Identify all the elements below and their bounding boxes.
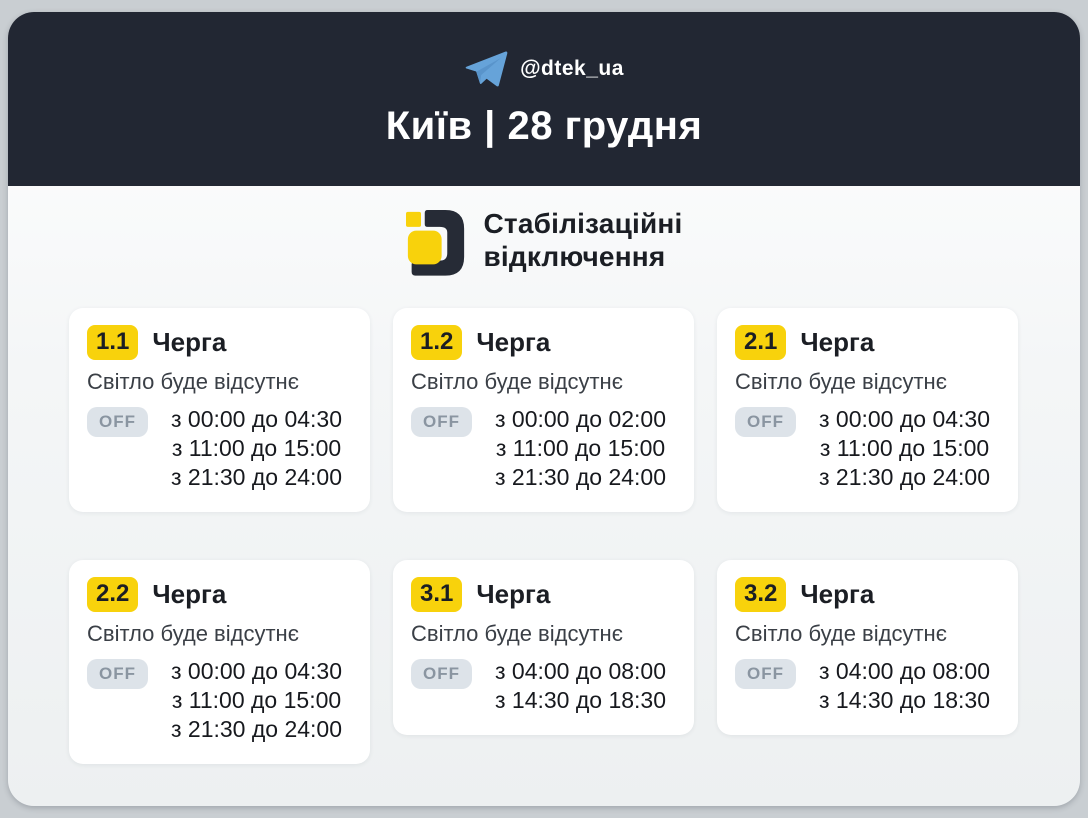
telegram-plane-icon <box>465 50 508 86</box>
queue-number-badge: 1.2 <box>411 325 463 360</box>
queue-title: Черга <box>152 327 227 357</box>
header: @dtek_ua Київ | 28 грудня <box>8 12 1080 186</box>
queue-grid: 1.1 Черга Світло буде відсутнє OFF з 00:… <box>69 308 1019 764</box>
content: Стабілізаційні відключення 1.1 Черга Сві… <box>8 202 1080 764</box>
off-schedule-row: OFF з 00:00 до 02:00 з 11:00 до 15:00 з 21… <box>411 405 676 492</box>
time-range: з 04:00 до 08:00 <box>818 658 991 684</box>
off-schedule-row: OFF з 00:00 до 04:30 з 11:00 до 15:00 з 21… <box>735 405 1000 492</box>
time-range: з 04:00 до 08:00 <box>494 658 667 684</box>
channel-handle: @dtek_ua <box>520 56 624 80</box>
time-range: з 21:30 до 24:00 <box>494 464 667 490</box>
time-range: з 14:30 до 18:30 <box>818 687 991 713</box>
queue-title: Черга <box>476 327 551 357</box>
time-range: з 11:00 до 15:00 <box>495 435 666 461</box>
off-schedule-row: OFF з 04:00 до 08:00 з 14:30 до 18:30 <box>411 657 676 715</box>
off-schedule-row: OFF з 04:00 до 08:00 з 14:30 до 18:30 <box>735 657 1000 715</box>
off-schedule-row: OFF з 00:00 до 04:30 з 11:00 до 15:00 з 21… <box>87 405 352 492</box>
time-range: з 21:30 до 24:00 <box>818 464 991 490</box>
off-status-pill: OFF <box>87 407 148 437</box>
queue-title: Черга <box>800 579 875 609</box>
no-light-text: Світло буде відсутнє <box>87 621 299 646</box>
off-status-pill: OFF <box>87 659 148 689</box>
no-light-text: Світло буде відсутнє <box>735 369 947 394</box>
queue-card: 1.1 Черга Світло буде відсутнє OFF з 00:… <box>69 308 370 512</box>
time-range: з 00:00 до 04:30 <box>170 406 343 432</box>
queue-number-badge: 3.2 <box>735 577 787 612</box>
queue-card: 2.1 Черга Світло буде відсутнє OFF з 00:… <box>717 308 1018 512</box>
queue-card-header: 3.1 Черга <box>411 577 676 612</box>
page-title: Київ | 28 грудня <box>385 103 703 148</box>
time-range: з 00:00 до 02:00 <box>494 406 667 432</box>
time-range: з 14:30 до 18:30 <box>494 687 667 713</box>
times-list: з 00:00 до 04:30 з 11:00 до 15:00 з 21:30 … <box>161 657 352 744</box>
no-light-text: Світло буде відсутнє <box>411 369 623 394</box>
times-list: з 04:00 до 08:00 з 14:30 до 18:30 <box>485 657 676 715</box>
off-status-pill: OFF <box>735 659 796 689</box>
time-range: з 21:30 до 24:00 <box>170 716 343 742</box>
times-list: з 00:00 до 04:30 з 11:00 до 15:00 з 21:30 … <box>161 405 352 492</box>
queue-number-badge: 1.1 <box>87 325 139 360</box>
time-range: з 11:00 до 15:00 <box>819 435 990 461</box>
times-list: з 00:00 до 02:00 з 11:00 до 15:00 з 21:30 … <box>485 405 676 492</box>
time-range: з 00:00 до 04:30 <box>170 658 343 684</box>
times-list: з 04:00 до 08:00 з 14:30 до 18:30 <box>809 657 1000 715</box>
brand-heading: Стабілізаційні відключення <box>484 207 683 273</box>
off-status-pill: OFF <box>411 659 472 689</box>
time-range: з 00:00 до 04:30 <box>818 406 991 432</box>
time-range: з 11:00 до 15:00 <box>171 687 342 713</box>
no-light-text: Світло буде відсутнє <box>87 369 299 394</box>
queue-title: Черга <box>800 327 875 357</box>
time-range: з 21:30 до 24:00 <box>170 464 343 490</box>
queue-card: 3.1 Черга Світло буде відсутнє OFF з 04:… <box>393 560 694 735</box>
queue-number-badge: 3.1 <box>411 577 463 612</box>
telegram-channel-link[interactable]: @dtek_ua <box>464 50 624 88</box>
queue-card-header: 2.1 Черга <box>735 325 1000 360</box>
times-list: з 00:00 до 04:30 з 11:00 до 15:00 з 21:30 … <box>809 405 1000 492</box>
queue-title: Черга <box>152 579 227 609</box>
queue-card-header: 1.1 Черга <box>87 325 352 360</box>
brand-heading-line2: відключення <box>483 241 666 272</box>
queue-card: 1.2 Черга Світло буде відсутнє OFF з 00:… <box>393 308 694 512</box>
queue-card: 2.2 Черга Світло буде відсутнє OFF з 00:… <box>69 560 370 764</box>
queue-card-header: 3.2 Черга <box>735 577 1000 612</box>
queue-card: 3.2 Черга Світло буде відсутнє OFF з 04:… <box>717 560 1018 735</box>
queue-card-header: 2.2 Черга <box>87 577 352 612</box>
queue-number-badge: 2.1 <box>735 325 787 360</box>
brand-heading-line1: Стабілізаційні <box>483 208 683 239</box>
no-light-text: Світло буде відсутнє <box>411 621 623 646</box>
queue-title: Черга <box>476 579 551 609</box>
dtek-logo <box>405 210 464 276</box>
brand-heading-row: Стабілізаційні відключення <box>8 202 1080 278</box>
no-light-text: Світло буде відсутнє <box>735 621 947 646</box>
off-status-pill: OFF <box>411 407 472 437</box>
off-status-pill: OFF <box>735 407 796 437</box>
off-schedule-row: OFF з 00:00 до 04:30 з 11:00 до 15:00 з 21… <box>87 657 352 744</box>
queue-card-header: 1.2 Черга <box>411 325 676 360</box>
outage-announcement-panel: @dtek_ua Київ | 28 грудня Стабілізаційні… <box>8 12 1080 806</box>
time-range: з 11:00 до 15:00 <box>171 435 342 461</box>
queue-number-badge: 2.2 <box>87 577 139 612</box>
